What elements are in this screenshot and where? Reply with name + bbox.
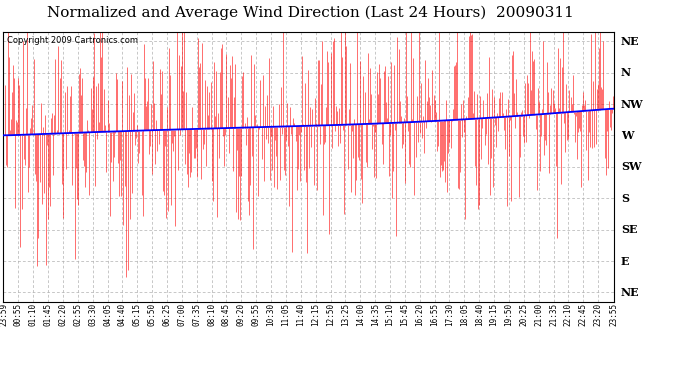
Text: NW: NW — [621, 99, 644, 109]
Text: NE: NE — [621, 287, 640, 298]
Text: SW: SW — [621, 161, 642, 172]
Text: E: E — [621, 255, 629, 267]
Text: Normalized and Average Wind Direction (Last 24 Hours)  20090311: Normalized and Average Wind Direction (L… — [47, 6, 574, 20]
Text: W: W — [621, 130, 633, 141]
Text: S: S — [621, 193, 629, 204]
Text: Copyright 2009 Cartronics.com: Copyright 2009 Cartronics.com — [6, 36, 137, 45]
Text: NE: NE — [621, 36, 640, 47]
Text: SE: SE — [621, 224, 638, 235]
Text: N: N — [621, 67, 631, 78]
